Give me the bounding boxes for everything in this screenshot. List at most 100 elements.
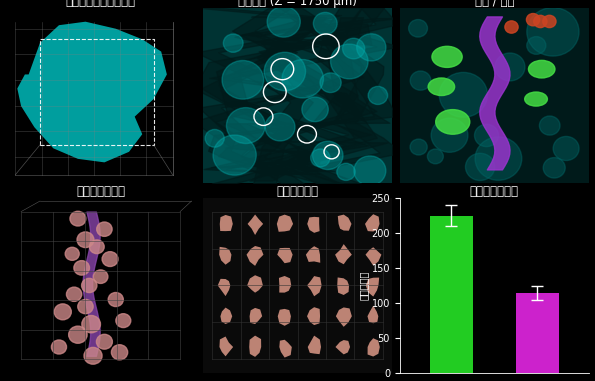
Circle shape (102, 252, 118, 266)
Ellipse shape (432, 46, 462, 67)
Polygon shape (279, 276, 292, 293)
Circle shape (111, 345, 128, 360)
Polygon shape (366, 278, 379, 296)
Polygon shape (365, 214, 380, 232)
Ellipse shape (436, 110, 470, 134)
Title: 膵島三次元分布: 膵島三次元分布 (76, 184, 125, 197)
Polygon shape (306, 246, 320, 263)
Circle shape (282, 59, 324, 98)
Circle shape (222, 61, 264, 99)
Title: 核染色後膵臓イメージ: 核染色後膵臓イメージ (65, 0, 136, 8)
Circle shape (312, 141, 343, 170)
Polygon shape (337, 277, 349, 295)
Circle shape (343, 38, 365, 59)
Circle shape (65, 247, 79, 260)
Polygon shape (277, 215, 293, 232)
Polygon shape (278, 309, 291, 326)
Circle shape (77, 232, 94, 248)
Circle shape (267, 6, 300, 37)
Circle shape (368, 86, 388, 104)
Circle shape (427, 149, 443, 164)
Circle shape (356, 34, 386, 61)
Polygon shape (246, 246, 264, 266)
Circle shape (82, 315, 101, 333)
Polygon shape (335, 244, 352, 264)
Circle shape (410, 71, 431, 90)
Circle shape (475, 137, 522, 180)
Circle shape (96, 334, 112, 349)
Circle shape (527, 8, 579, 56)
Circle shape (474, 124, 499, 147)
Circle shape (302, 97, 328, 122)
Circle shape (409, 19, 427, 37)
Title: 膵島 / 膵管: 膵島 / 膵管 (475, 0, 514, 8)
Polygon shape (218, 279, 230, 296)
Circle shape (543, 15, 556, 27)
Circle shape (495, 53, 525, 81)
Polygon shape (249, 308, 262, 324)
Polygon shape (365, 247, 381, 266)
Title: 平均膵島数比較: 平均膵島数比較 (470, 185, 519, 198)
Circle shape (314, 12, 337, 35)
Ellipse shape (528, 60, 555, 78)
Polygon shape (338, 215, 352, 231)
Ellipse shape (525, 92, 547, 106)
Polygon shape (247, 275, 263, 293)
Polygon shape (307, 307, 320, 325)
Circle shape (331, 44, 368, 79)
Circle shape (51, 340, 67, 354)
Circle shape (337, 163, 355, 181)
Polygon shape (277, 248, 293, 263)
Circle shape (67, 287, 82, 301)
Circle shape (89, 240, 104, 254)
Circle shape (70, 211, 86, 226)
Circle shape (354, 156, 386, 186)
Bar (516, 293, 559, 373)
Circle shape (465, 153, 495, 181)
Circle shape (540, 116, 560, 135)
Bar (430, 216, 473, 373)
Polygon shape (308, 336, 321, 354)
Circle shape (264, 52, 306, 91)
Ellipse shape (428, 78, 455, 96)
Polygon shape (219, 247, 231, 265)
Polygon shape (17, 22, 167, 162)
Circle shape (534, 15, 547, 27)
Polygon shape (368, 306, 378, 323)
Circle shape (553, 136, 579, 160)
Circle shape (543, 158, 565, 178)
Circle shape (205, 130, 224, 147)
Circle shape (223, 34, 243, 52)
Circle shape (84, 347, 102, 364)
Circle shape (311, 149, 330, 167)
Circle shape (93, 270, 108, 283)
Circle shape (74, 261, 89, 275)
Circle shape (78, 299, 93, 314)
Polygon shape (307, 217, 320, 233)
Polygon shape (249, 336, 261, 357)
Circle shape (68, 326, 87, 343)
Circle shape (265, 113, 295, 141)
Circle shape (96, 222, 112, 236)
Circle shape (213, 135, 256, 175)
Circle shape (54, 304, 71, 320)
Title: 膵島体積解析: 膵島体積解析 (277, 184, 318, 197)
Circle shape (227, 107, 265, 144)
Circle shape (527, 13, 540, 26)
Circle shape (108, 293, 123, 307)
Polygon shape (220, 336, 233, 356)
Polygon shape (279, 340, 292, 358)
Circle shape (410, 139, 427, 155)
Polygon shape (336, 340, 350, 354)
Polygon shape (248, 215, 263, 235)
Circle shape (320, 73, 341, 93)
Circle shape (431, 118, 468, 152)
Circle shape (439, 72, 487, 117)
Y-axis label: 平均膵島数: 平均膵島数 (359, 271, 369, 300)
Polygon shape (336, 307, 352, 327)
Polygon shape (307, 276, 322, 296)
Circle shape (116, 314, 131, 328)
Circle shape (82, 279, 97, 293)
Polygon shape (220, 307, 232, 324)
Polygon shape (220, 215, 233, 231)
